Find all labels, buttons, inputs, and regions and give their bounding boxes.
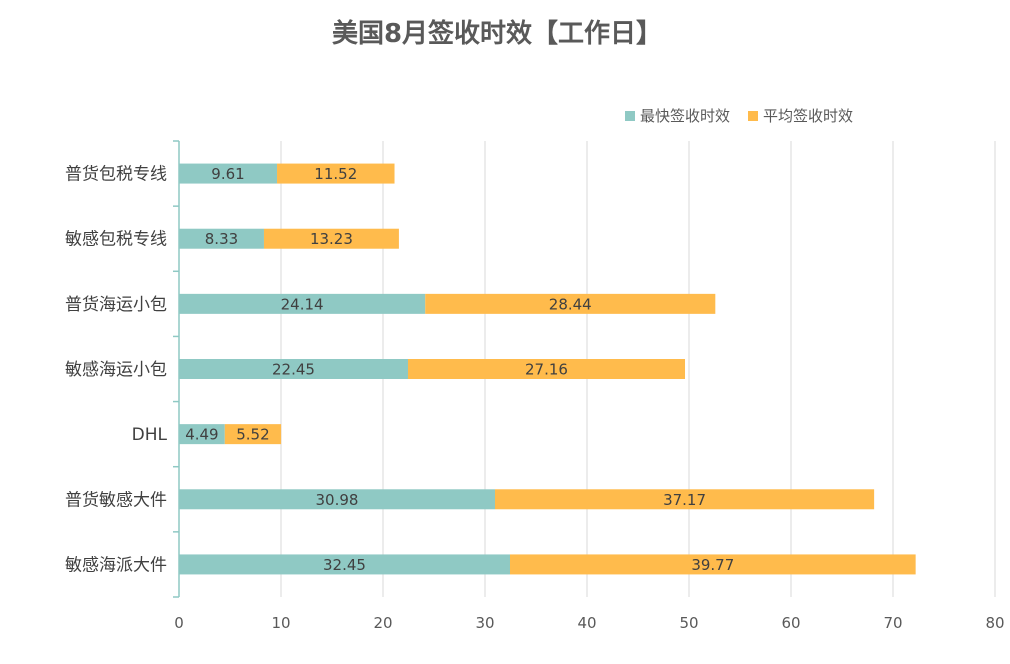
- x-tick-label-40: 40: [577, 614, 596, 632]
- category-label-4: DHL: [132, 425, 168, 445]
- bar-fastest-0: [179, 163, 278, 184]
- data-label-fastest-2: 24.14: [281, 295, 324, 313]
- bar-marks: 9.61 11.52 8.33 13.23 24.14 28.44 22.45 27.16 4.…: [179, 163, 916, 575]
- category-label-2: 普货海运小包: [65, 295, 167, 315]
- bar-fastest-4: [179, 424, 225, 445]
- bar-average-5: [494, 489, 875, 510]
- data-label-fastest-6: 32.45: [323, 556, 366, 574]
- x-tick-label-10: 10: [271, 614, 290, 632]
- data-label-average-6: 39.77: [691, 556, 734, 574]
- data-label-fastest-1: 8.33: [205, 230, 238, 248]
- category-label-3: 敏感海运小包: [65, 360, 167, 380]
- legend-label-average: 平均签收时效: [763, 107, 853, 125]
- bar-average-1: [263, 228, 399, 249]
- data-label-average-5: 37.17: [663, 491, 706, 509]
- data-label-fastest-3: 22.45: [272, 361, 315, 379]
- chart-title: 美国8月签收时效【工作日】: [332, 18, 662, 49]
- x-tick-label-30: 30: [475, 614, 494, 632]
- bar-average-2: [425, 293, 716, 314]
- bar-average-6: [509, 554, 916, 575]
- legend-swatch-average: [748, 111, 758, 121]
- data-label-fastest-0: 9.61: [211, 165, 244, 183]
- data-label-average-3: 27.16: [525, 361, 568, 379]
- legend: 最快签收时效 平均签收时效: [625, 107, 853, 125]
- x-tick-label-80: 80: [985, 614, 1004, 632]
- legend-swatch-fastest: [625, 111, 635, 121]
- bar-fastest-3: [179, 359, 408, 379]
- category-label-5: 普货敏感大件: [65, 490, 167, 510]
- category-axis: [173, 140, 180, 598]
- category-label-1: 敏感包税专线: [65, 230, 167, 250]
- bar-average-3: [407, 359, 686, 379]
- x-tick-label-60: 60: [781, 614, 800, 632]
- x-tick-label-0: 0: [174, 614, 184, 632]
- bar-fastest-2: [179, 293, 426, 314]
- bar-fastest-1: [179, 228, 264, 249]
- bar-fastest-5: [179, 489, 495, 510]
- category-label-6: 敏感海派大件: [65, 555, 167, 575]
- legend-label-fastest: 最快签收时效: [640, 107, 730, 125]
- x-tick-label-70: 70: [883, 614, 902, 632]
- bar-average-0: [277, 163, 395, 184]
- category-label-0: 普货包税专线: [65, 165, 167, 185]
- data-label-average-0: 11.52: [314, 165, 357, 183]
- bar-average-4: [224, 424, 282, 445]
- x-tick-label-20: 20: [373, 614, 392, 632]
- x-axis-ticks: 0 10 20 30 40 50 60 70 80: [174, 614, 1004, 632]
- data-label-fastest-5: 30.98: [316, 491, 359, 509]
- x-tick-label-50: 50: [679, 614, 698, 632]
- bar-fastest-6: [179, 554, 510, 575]
- data-label-average-4: 5.52: [236, 426, 269, 444]
- data-label-average-2: 28.44: [549, 295, 592, 313]
- data-label-fastest-4: 4.49: [185, 426, 218, 444]
- data-label-average-1: 13.23: [310, 230, 353, 248]
